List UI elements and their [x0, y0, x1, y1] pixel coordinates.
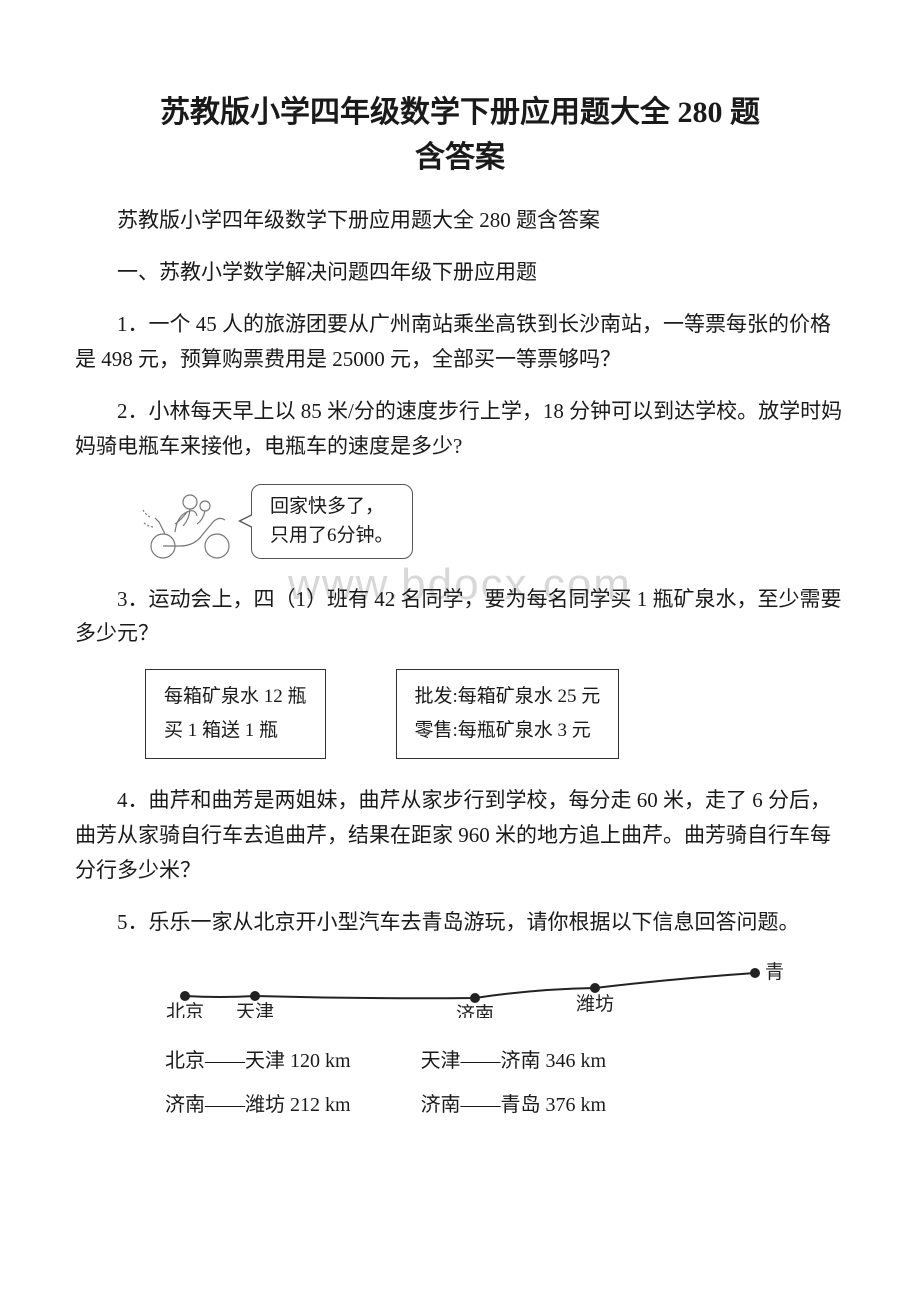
box-right-line-1: 批发:每箱矿泉水 25 元: [415, 680, 601, 714]
speech-line-2: 只用了6分钟。: [270, 522, 394, 551]
svg-text:潍坊: 潍坊: [576, 993, 614, 1015]
distance-4: 济南——青岛 376 km: [421, 1083, 607, 1127]
main-title: 苏教版小学四年级数学下册应用题大全 280 题 含答案: [75, 90, 845, 180]
box-left-line-2: 买 1 箱送 1 瓶: [164, 714, 307, 748]
svg-text:济南: 济南: [456, 1003, 494, 1018]
scooter-icon: [135, 482, 245, 562]
route-map: 北京 天津 济南 潍坊 青岛: [165, 958, 785, 1018]
box-right-line-2: 零售:每瓶矿泉水 3 元: [415, 714, 601, 748]
title-line-2: 含答案: [75, 135, 845, 180]
svg-text:天津: 天津: [236, 1001, 274, 1018]
question-5: 5．乐乐一家从北京开小型汽车去青岛游玩，请你根据以下信息回答问题。: [75, 905, 845, 940]
info-boxes: 每箱矿泉水 12 瓶 买 1 箱送 1 瓶 批发:每箱矿泉水 25 元 零售:每…: [145, 669, 845, 759]
distance-row-1: 北京——天津 120 km 天津——济南 346 km: [165, 1039, 845, 1083]
section-heading: 一、苏教小学数学解决问题四年级下册应用题: [75, 256, 845, 290]
route-figure: 北京 天津 济南 潍坊 青岛: [165, 958, 785, 1023]
question-1: 1．一个 45 人的旅游团要从广州南站乘坐高铁到长沙南站，一等票每张的价格是 4…: [75, 307, 845, 376]
document-content: 苏教版小学四年级数学下册应用题大全 280 题 含答案 苏教版小学四年级数学下册…: [75, 90, 845, 1127]
speech-line-1: 回家快多了，: [270, 493, 394, 522]
scooter-figure: 回家快多了， 只用了6分钟。: [135, 482, 845, 562]
distances: 北京——天津 120 km 天津——济南 346 km 济南——潍坊 212 k…: [165, 1039, 845, 1127]
distance-1: 北京——天津 120 km: [165, 1039, 351, 1083]
info-box-right: 批发:每箱矿泉水 25 元 零售:每瓶矿泉水 3 元: [396, 669, 620, 759]
distance-2: 天津——济南 346 km: [421, 1039, 607, 1083]
svg-text:北京: 北京: [166, 1001, 204, 1018]
question-3: 3．运动会上，四（1）班有 42 名同学，要为每名同学买 1 瓶矿泉水，至少需要…: [75, 582, 845, 651]
title-line-1: 苏教版小学四年级数学下册应用题大全 280 题: [75, 90, 845, 135]
svg-text:青岛: 青岛: [765, 961, 785, 983]
question-2: 2．小林每天早上以 85 米/分的速度步行上学，18 分钟可以到达学校。放学时妈…: [75, 394, 845, 463]
subtitle: 苏教版小学四年级数学下册应用题大全 280 题含答案: [75, 204, 845, 238]
info-box-left: 每箱矿泉水 12 瓶 买 1 箱送 1 瓶: [145, 669, 326, 759]
question-4: 4．曲芹和曲芳是两姐妹，曲芹从家步行到学校，每分走 60 米，走了 6 分后，曲…: [75, 783, 845, 887]
speech-bubble: 回家快多了， 只用了6分钟。: [251, 484, 413, 559]
box-left-line-1: 每箱矿泉水 12 瓶: [164, 680, 307, 714]
distance-3: 济南——潍坊 212 km: [165, 1083, 351, 1127]
distance-row-2: 济南——潍坊 212 km 济南——青岛 376 km: [165, 1083, 845, 1127]
